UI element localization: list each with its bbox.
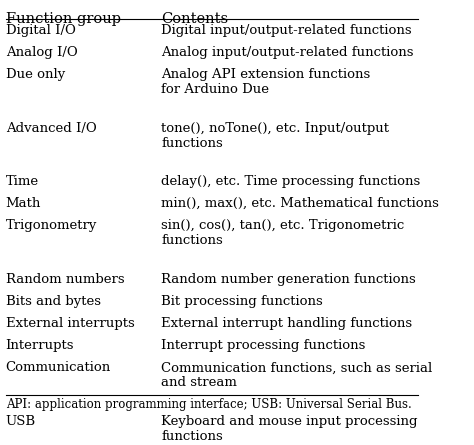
Text: Communication functions, such as serial
and stream: Communication functions, such as serial … — [162, 361, 433, 389]
Text: Bits and bytes: Bits and bytes — [6, 295, 100, 308]
Text: Interrupt processing functions: Interrupt processing functions — [162, 339, 366, 352]
Text: Due only: Due only — [6, 69, 65, 81]
Text: Random number generation functions: Random number generation functions — [162, 273, 416, 286]
Text: Analog API extension functions
for Arduino Due: Analog API extension functions for Ardui… — [162, 69, 371, 97]
Text: Digital input/output-related functions: Digital input/output-related functions — [162, 24, 412, 37]
Text: Time: Time — [6, 175, 39, 188]
Text: USB: USB — [6, 415, 36, 428]
Text: Math: Math — [6, 197, 41, 210]
Text: Digital I/O: Digital I/O — [6, 24, 75, 37]
Text: Advanced I/O: Advanced I/O — [6, 121, 96, 135]
Text: External interrupts: External interrupts — [6, 317, 134, 330]
Text: Analog I/O: Analog I/O — [6, 46, 77, 59]
Text: Trigonometry: Trigonometry — [6, 219, 97, 232]
Text: Contents: Contents — [162, 12, 228, 26]
Text: Keyboard and mouse input processing
functions: Keyboard and mouse input processing func… — [162, 415, 418, 443]
Text: min(), max(), etc. Mathematical functions: min(), max(), etc. Mathematical function… — [162, 197, 439, 210]
Text: Bit processing functions: Bit processing functions — [162, 295, 323, 308]
Text: tone(), noTone(), etc. Input/output
functions: tone(), noTone(), etc. Input/output func… — [162, 121, 390, 150]
Text: Analog input/output-related functions: Analog input/output-related functions — [162, 46, 414, 59]
Text: Interrupts: Interrupts — [6, 339, 74, 352]
Text: Random numbers: Random numbers — [6, 273, 124, 286]
Text: Function group: Function group — [6, 12, 120, 26]
Text: External interrupt handling functions: External interrupt handling functions — [162, 317, 412, 330]
Text: sin(), cos(), tan(), etc. Trigonometric
functions: sin(), cos(), tan(), etc. Trigonometric … — [162, 219, 405, 247]
Text: delay(), etc. Time processing functions: delay(), etc. Time processing functions — [162, 175, 420, 188]
Text: Communication: Communication — [6, 361, 111, 374]
Text: API: application programming interface; USB: Universal Serial Bus.: API: application programming interface; … — [6, 398, 411, 411]
